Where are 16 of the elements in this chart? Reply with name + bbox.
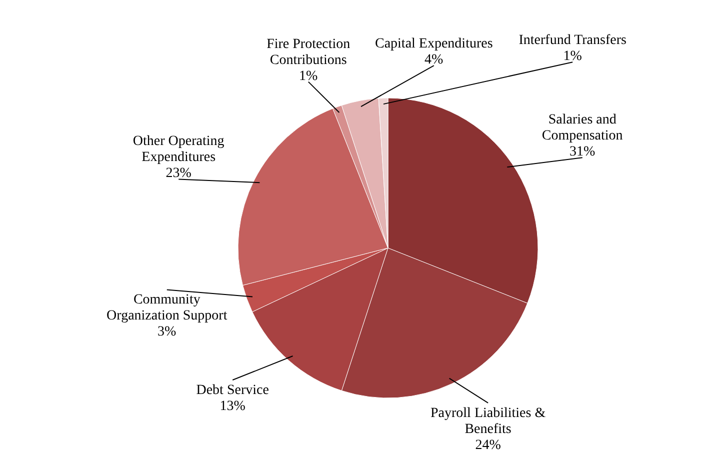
data-label: 24% xyxy=(475,438,502,453)
data-label: 31% xyxy=(570,144,596,160)
slice-label: Community Organization Support xyxy=(106,292,228,324)
data-label: 3% xyxy=(158,324,177,340)
slice-label: Interfund Transfers xyxy=(518,33,626,48)
slice-label: Debt Service xyxy=(196,383,269,398)
slice-label: Capital Expenditures xyxy=(374,36,493,52)
data-label: 1% xyxy=(299,68,318,84)
data-label: 13% xyxy=(220,399,246,414)
slice-label: Payroll Liabilities & Benefits xyxy=(430,406,546,437)
data-label: 4% xyxy=(424,52,444,68)
slice-label: Other Operating Expenditures xyxy=(132,134,224,166)
slice-label: Fire Protection Contributions xyxy=(266,36,350,68)
data-label: 23% xyxy=(166,166,192,182)
slice-label: Salaries and Compensation xyxy=(542,112,623,144)
data-label: 1% xyxy=(563,49,582,64)
